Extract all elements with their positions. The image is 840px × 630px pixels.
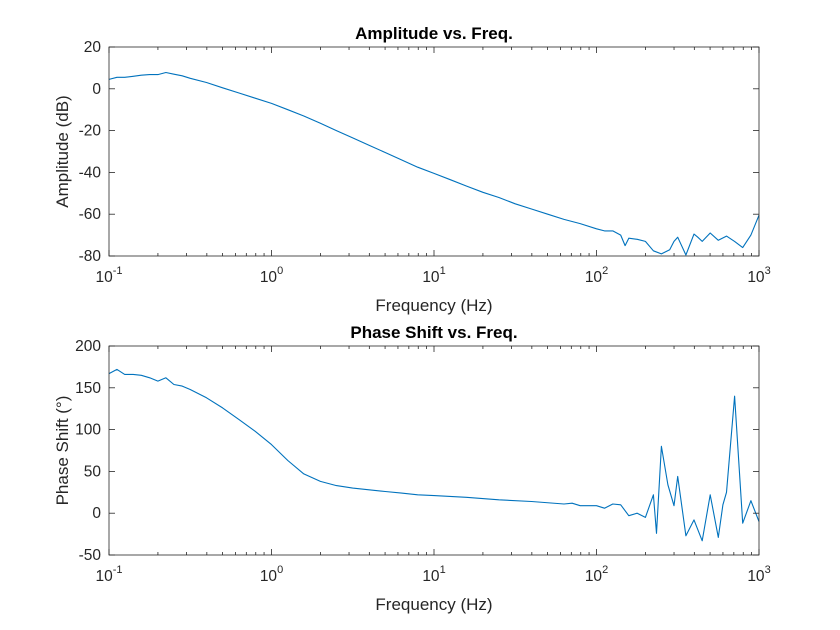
phase-x-tick-label: 102 — [585, 564, 608, 585]
phase-y-tick-label: 0 — [92, 505, 101, 522]
tick-base: 10 — [585, 568, 603, 585]
amplitude-y-tick-label: -40 — [79, 164, 102, 181]
amplitude-x-tick-label: 10-1 — [95, 265, 122, 286]
phase-y-tick-label: 100 — [75, 422, 101, 439]
amplitude-chart: Amplitude vs. Freq.10-1 100 101 102 103200-2… — [53, 24, 771, 315]
phase-y-tick-label: 150 — [75, 380, 101, 397]
amplitude-x-tick-label: 103 — [747, 265, 770, 286]
amplitude-title: Amplitude vs. Freq. — [355, 24, 513, 43]
amplitude-y-axis-label: Amplitude (dB) — [53, 95, 72, 207]
amplitude-y-tick-label: -80 — [79, 248, 102, 265]
tick-base: 10 — [422, 269, 440, 286]
phase-title: Phase Shift vs. Freq. — [350, 323, 517, 342]
tick-exponent: 0 — [277, 265, 283, 277]
tick-exponent: 1 — [440, 265, 446, 277]
phase-x-tick-label: 103 — [747, 564, 770, 585]
phase-y-axis-label: Phase Shift (°) — [53, 396, 72, 506]
phase-x-tick-label: 100 — [260, 564, 283, 585]
amplitude-x-axis-label: Frequency (Hz) — [375, 296, 492, 315]
amplitude-y-tick-label: 20 — [84, 39, 102, 56]
phase-x-axis-label: Frequency (Hz) — [375, 595, 492, 614]
amplitude-x-tick-label: 102 — [585, 265, 608, 286]
amplitude-y-tick-label: -60 — [79, 206, 102, 223]
amplitude-y-tick-label: 0 — [92, 81, 101, 98]
tick-exponent: 1 — [440, 564, 446, 576]
tick-base: 10 — [747, 269, 765, 286]
phase-chart: Phase Shift vs. Freq.10-1 100 101 102 103200… — [53, 323, 771, 614]
tick-base: 10 — [95, 568, 113, 585]
tick-exponent: 3 — [765, 564, 771, 576]
tick-base: 10 — [260, 568, 278, 585]
tick-exponent: 2 — [602, 564, 608, 576]
amplitude-series-line — [108, 71, 760, 256]
tick-base: 10 — [95, 269, 113, 286]
tick-base: 10 — [260, 269, 278, 286]
tick-exponent: 2 — [602, 265, 608, 277]
phase-series-line — [108, 368, 760, 542]
tick-exponent: -1 — [113, 265, 123, 277]
phase-y-tick-label: 200 — [75, 338, 101, 355]
phase-y-tick-label: 50 — [84, 463, 102, 480]
phase-x-tick-label: 101 — [422, 564, 445, 585]
tick-base: 10 — [747, 568, 765, 585]
amplitude-y-tick-label: -20 — [79, 123, 102, 140]
phase-y-tick-label: -50 — [79, 547, 102, 564]
amplitude-x-tick-label: 101 — [422, 265, 445, 286]
amplitude-x-tick-label: 100 — [260, 265, 283, 286]
tick-base: 10 — [585, 269, 603, 286]
amplitude-axes-box — [108, 46, 760, 257]
phase-x-tick-label: 10-1 — [95, 564, 122, 585]
tick-exponent: -1 — [113, 564, 123, 576]
tick-exponent: 3 — [765, 265, 771, 277]
tick-exponent: 0 — [277, 564, 283, 576]
tick-base: 10 — [422, 568, 440, 585]
